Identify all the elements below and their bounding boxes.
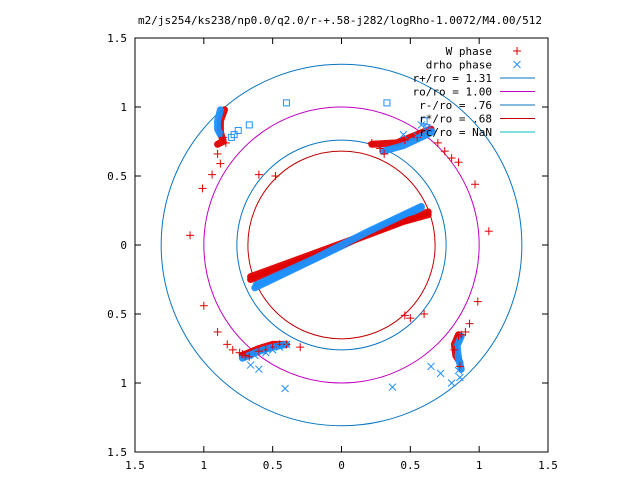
chart-title: m2/js254/ks238/np0.0/q2.0/r-+.58-j282/lo… <box>138 14 542 27</box>
y-tick-label: 1.5 <box>107 446 127 459</box>
circle-r_minus <box>236 139 447 351</box>
drho-phase-point <box>436 369 445 378</box>
circle-r_star <box>247 150 436 340</box>
phase-curve-drho_phase <box>214 106 224 139</box>
drho-phase-point <box>246 361 255 369</box>
y-tick-label: 0.5 <box>107 170 127 183</box>
x-tick-label: 0 <box>338 459 345 472</box>
circle-r_o <box>203 106 480 384</box>
drho-phase-point <box>427 362 435 371</box>
y-tick-label: 0 <box>120 239 127 252</box>
square-marker <box>245 121 253 129</box>
legend-label: r+/ro = 1.31 <box>413 72 492 85</box>
square-marker <box>227 133 235 141</box>
drho-phase-point <box>454 366 463 375</box>
reference-circles <box>160 63 523 427</box>
drho-phase-point <box>399 130 408 139</box>
x-tick-label: 0.5 <box>263 459 283 472</box>
x-tick-label: 0.5 <box>400 459 420 472</box>
x-tick-label: 1 <box>201 459 208 472</box>
y-tick-label: 0.5 <box>107 308 127 321</box>
square-marker <box>282 99 290 107</box>
legend-label: drho phase <box>426 59 492 72</box>
drho-phase-point <box>250 351 259 360</box>
y-tick-label: 1 <box>120 377 127 390</box>
legend-label: ro/ro = 1.00 <box>413 86 492 99</box>
drho-phase-point <box>417 121 426 129</box>
x-tick-label: 1.5 <box>125 459 145 472</box>
x-tick-label: 1 <box>476 459 483 472</box>
x-tick-label: 1.5 <box>538 459 558 472</box>
square-marker <box>423 124 431 132</box>
square-marker <box>383 99 391 107</box>
square-marker <box>420 117 428 125</box>
drho-phase-point <box>282 340 291 349</box>
axis-ticks: 1.5 1 0.5 0 0.5 1 1.51.510.500.511.5 <box>107 32 558 472</box>
phase-curves <box>214 106 465 373</box>
drho-phase-point <box>422 123 431 132</box>
drho-phase-point <box>388 383 397 391</box>
data-markers <box>186 99 493 393</box>
drho-phase-point <box>447 379 456 387</box>
phase-curve-drho_phase <box>379 128 436 155</box>
drho-phase-point <box>255 365 263 374</box>
drho-phase-point <box>268 346 277 354</box>
drho-phase-point <box>413 132 422 140</box>
legend-label: r*/ro = .68 <box>419 113 492 126</box>
legend-label: rc/ro = NaN <box>419 126 492 139</box>
phase-curve-drho_phase <box>252 202 425 289</box>
drho-phase-point <box>456 373 464 382</box>
phase-curve-drho_phase <box>453 332 465 373</box>
legend-marker-cross <box>513 60 521 69</box>
drho-phase-point <box>281 384 289 393</box>
drho-phase-point <box>261 348 270 357</box>
y-tick-label: 1 <box>120 101 127 114</box>
circle-r_plus <box>160 63 523 427</box>
drho-phase-point <box>275 343 284 351</box>
legend-label: r-/ro = .76 <box>419 99 492 112</box>
square-marker <box>234 126 242 134</box>
legend-label: W phase <box>446 45 492 58</box>
y-tick-label: 1.5 <box>107 32 127 45</box>
